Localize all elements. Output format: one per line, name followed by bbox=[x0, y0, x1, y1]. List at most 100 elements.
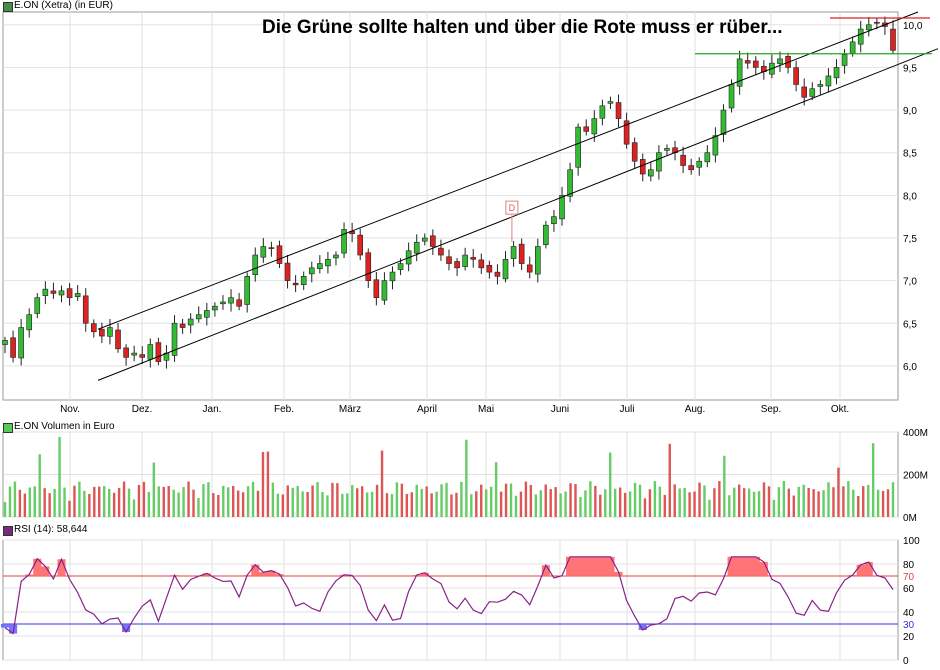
dividend-marker-label: D bbox=[509, 203, 516, 213]
volume-bar bbox=[723, 455, 726, 517]
volume-bar bbox=[227, 487, 230, 517]
volume-bar bbox=[13, 481, 17, 517]
volume-bar bbox=[728, 495, 731, 517]
candle-body bbox=[631, 142, 638, 162]
volume-bar bbox=[107, 488, 111, 517]
candle-body bbox=[486, 264, 493, 273]
candle-body bbox=[494, 271, 501, 277]
volume-bar bbox=[609, 452, 612, 517]
volume-bar bbox=[127, 488, 131, 517]
volume-bar bbox=[336, 483, 339, 517]
volume-bar bbox=[8, 486, 12, 517]
volume-bar bbox=[286, 485, 289, 517]
volume-bar bbox=[544, 484, 547, 517]
candle-body bbox=[438, 247, 444, 256]
candle-body bbox=[841, 54, 848, 66]
candle-body bbox=[252, 254, 259, 275]
volume-bar bbox=[48, 493, 51, 517]
volume-bar bbox=[385, 493, 389, 517]
candle-body bbox=[66, 288, 73, 298]
volume-bar bbox=[509, 483, 513, 517]
volume-bar bbox=[122, 481, 126, 517]
volume-bar bbox=[802, 484, 805, 517]
volume-bar bbox=[564, 491, 567, 517]
price-y-tick-label: 8,5 bbox=[903, 149, 917, 160]
volume-bar bbox=[842, 486, 845, 517]
volume-bar bbox=[693, 491, 696, 517]
price-y-tick-label: 6,5 bbox=[903, 319, 917, 330]
candle-body bbox=[212, 305, 218, 311]
volume-bar bbox=[618, 487, 622, 517]
price-y-tick-label: 9,0 bbox=[903, 106, 917, 117]
month-label: März bbox=[339, 404, 361, 415]
volume-bar bbox=[762, 482, 766, 517]
volume-y-tick-label: 200M bbox=[903, 471, 928, 482]
volume-bar bbox=[73, 485, 76, 517]
candle-body bbox=[696, 160, 703, 168]
candle-body bbox=[115, 329, 121, 350]
volume-bar bbox=[331, 482, 334, 517]
volume-bar bbox=[301, 491, 304, 517]
candle-body bbox=[155, 342, 162, 362]
candle-body bbox=[534, 246, 541, 275]
volume-bar bbox=[504, 483, 508, 517]
volume-bar bbox=[360, 486, 364, 517]
candle-body bbox=[551, 216, 557, 224]
candle-body bbox=[575, 126, 581, 168]
volume-bar bbox=[430, 493, 433, 517]
volume-bar bbox=[876, 489, 880, 517]
candle-body bbox=[599, 105, 606, 119]
candle-body bbox=[639, 159, 646, 175]
candle-body bbox=[123, 347, 129, 358]
volume-bar bbox=[792, 495, 795, 517]
candle-body bbox=[204, 310, 210, 318]
candle-body bbox=[276, 245, 283, 264]
candle-body bbox=[389, 271, 396, 282]
candle-body bbox=[567, 169, 573, 197]
price-y-tick-label: 8,0 bbox=[903, 191, 917, 202]
volume-bar bbox=[415, 484, 418, 517]
candle-body bbox=[857, 28, 864, 45]
volume-bar bbox=[147, 491, 151, 517]
candle-body bbox=[680, 154, 686, 166]
volume-bar bbox=[3, 502, 7, 517]
dividend-marker-box bbox=[505, 200, 519, 215]
volume-bar bbox=[162, 486, 165, 517]
candle-body bbox=[58, 290, 65, 296]
candle-body bbox=[91, 323, 97, 333]
volume-bar bbox=[202, 484, 205, 517]
volume-bar bbox=[708, 499, 711, 517]
volume-bar bbox=[321, 491, 324, 517]
volume-bar bbox=[733, 487, 736, 517]
volume-bar bbox=[346, 493, 349, 517]
candle-body bbox=[284, 262, 291, 281]
candle-body bbox=[107, 327, 113, 337]
candle-body bbox=[615, 102, 622, 119]
volume-bar bbox=[673, 484, 676, 517]
volume-bar bbox=[207, 482, 210, 517]
volume-bar bbox=[351, 485, 354, 517]
volume-bar bbox=[852, 489, 855, 517]
volume-bar bbox=[261, 452, 265, 517]
volume-bar bbox=[316, 482, 319, 517]
volume-bar bbox=[68, 500, 71, 517]
candle-body bbox=[793, 67, 799, 85]
volume-bar bbox=[276, 493, 280, 517]
volume-bar bbox=[83, 490, 86, 517]
volume-bar bbox=[440, 484, 443, 517]
volume-bar bbox=[668, 443, 671, 517]
volume-bar bbox=[862, 486, 865, 517]
candle-body bbox=[139, 354, 146, 358]
volume-bar bbox=[152, 462, 156, 517]
volume-bar bbox=[400, 483, 404, 517]
volume-bar bbox=[167, 485, 170, 517]
price-legend-swatch bbox=[3, 2, 13, 12]
volume-bar bbox=[698, 482, 701, 517]
volume-bar bbox=[222, 485, 225, 517]
candle-body bbox=[34, 297, 41, 314]
volume-bar bbox=[271, 482, 275, 517]
month-label: April bbox=[417, 404, 437, 415]
candle-body bbox=[147, 344, 154, 360]
candle-body bbox=[341, 229, 347, 254]
volume-bar bbox=[643, 498, 647, 517]
